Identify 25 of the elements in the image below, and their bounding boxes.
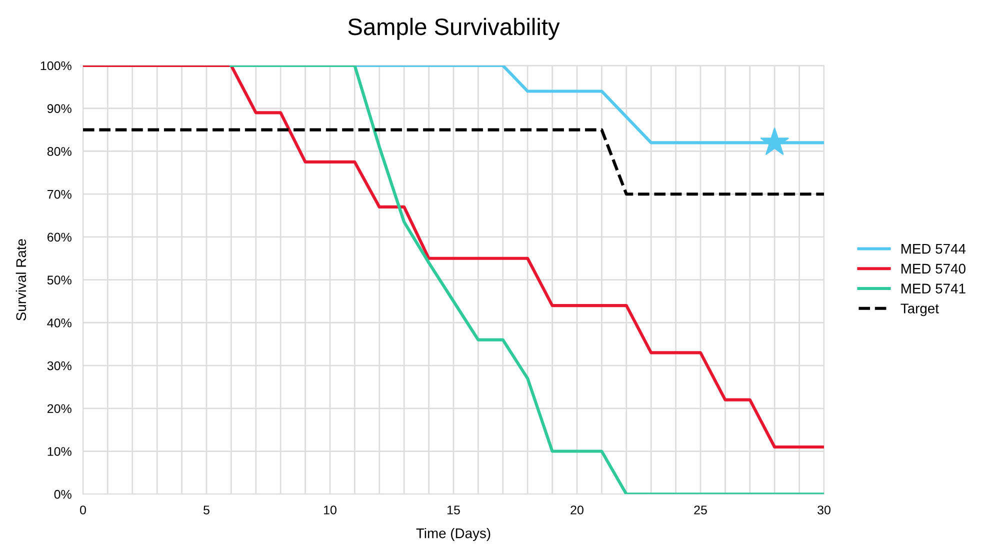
x-axis-title: Time (Days) [416, 528, 490, 541]
x-tick-label: 5 [204, 506, 210, 514]
y-tick-label: 40% [47, 318, 72, 328]
y-tick-label: 80% [47, 147, 72, 156]
legend-label: Target [900, 304, 939, 316]
y-tick-label: 10% [48, 447, 72, 456]
chart-title: Sample Survivability [348, 18, 560, 40]
x-tick-label: 20 [570, 506, 584, 514]
y-tick-label: 0% [54, 490, 72, 499]
legend-label: MED 5741 [902, 284, 966, 294]
y-tick-label: 90% [47, 104, 72, 114]
y-axis-title: Survival Rate [16, 239, 26, 320]
y-tick-label: 70% [48, 190, 72, 199]
legend-label: MED 5744 [902, 244, 966, 254]
x-tick-label: 15 [447, 506, 460, 514]
x-tick-label: 30 [818, 506, 830, 514]
legend-label: MED 5740 [902, 264, 966, 274]
y-tick-label: 60% [48, 232, 72, 242]
x-tick-label: 25 [694, 506, 707, 514]
x-tick-label: 10 [324, 506, 336, 514]
y-tick-label: 100% [40, 61, 72, 70]
y-tick-label: 20% [47, 404, 72, 414]
x-tick-label: 0 [80, 506, 86, 514]
y-tick-label: 30% [47, 361, 72, 370]
y-tick-label: 50% [47, 276, 72, 284]
